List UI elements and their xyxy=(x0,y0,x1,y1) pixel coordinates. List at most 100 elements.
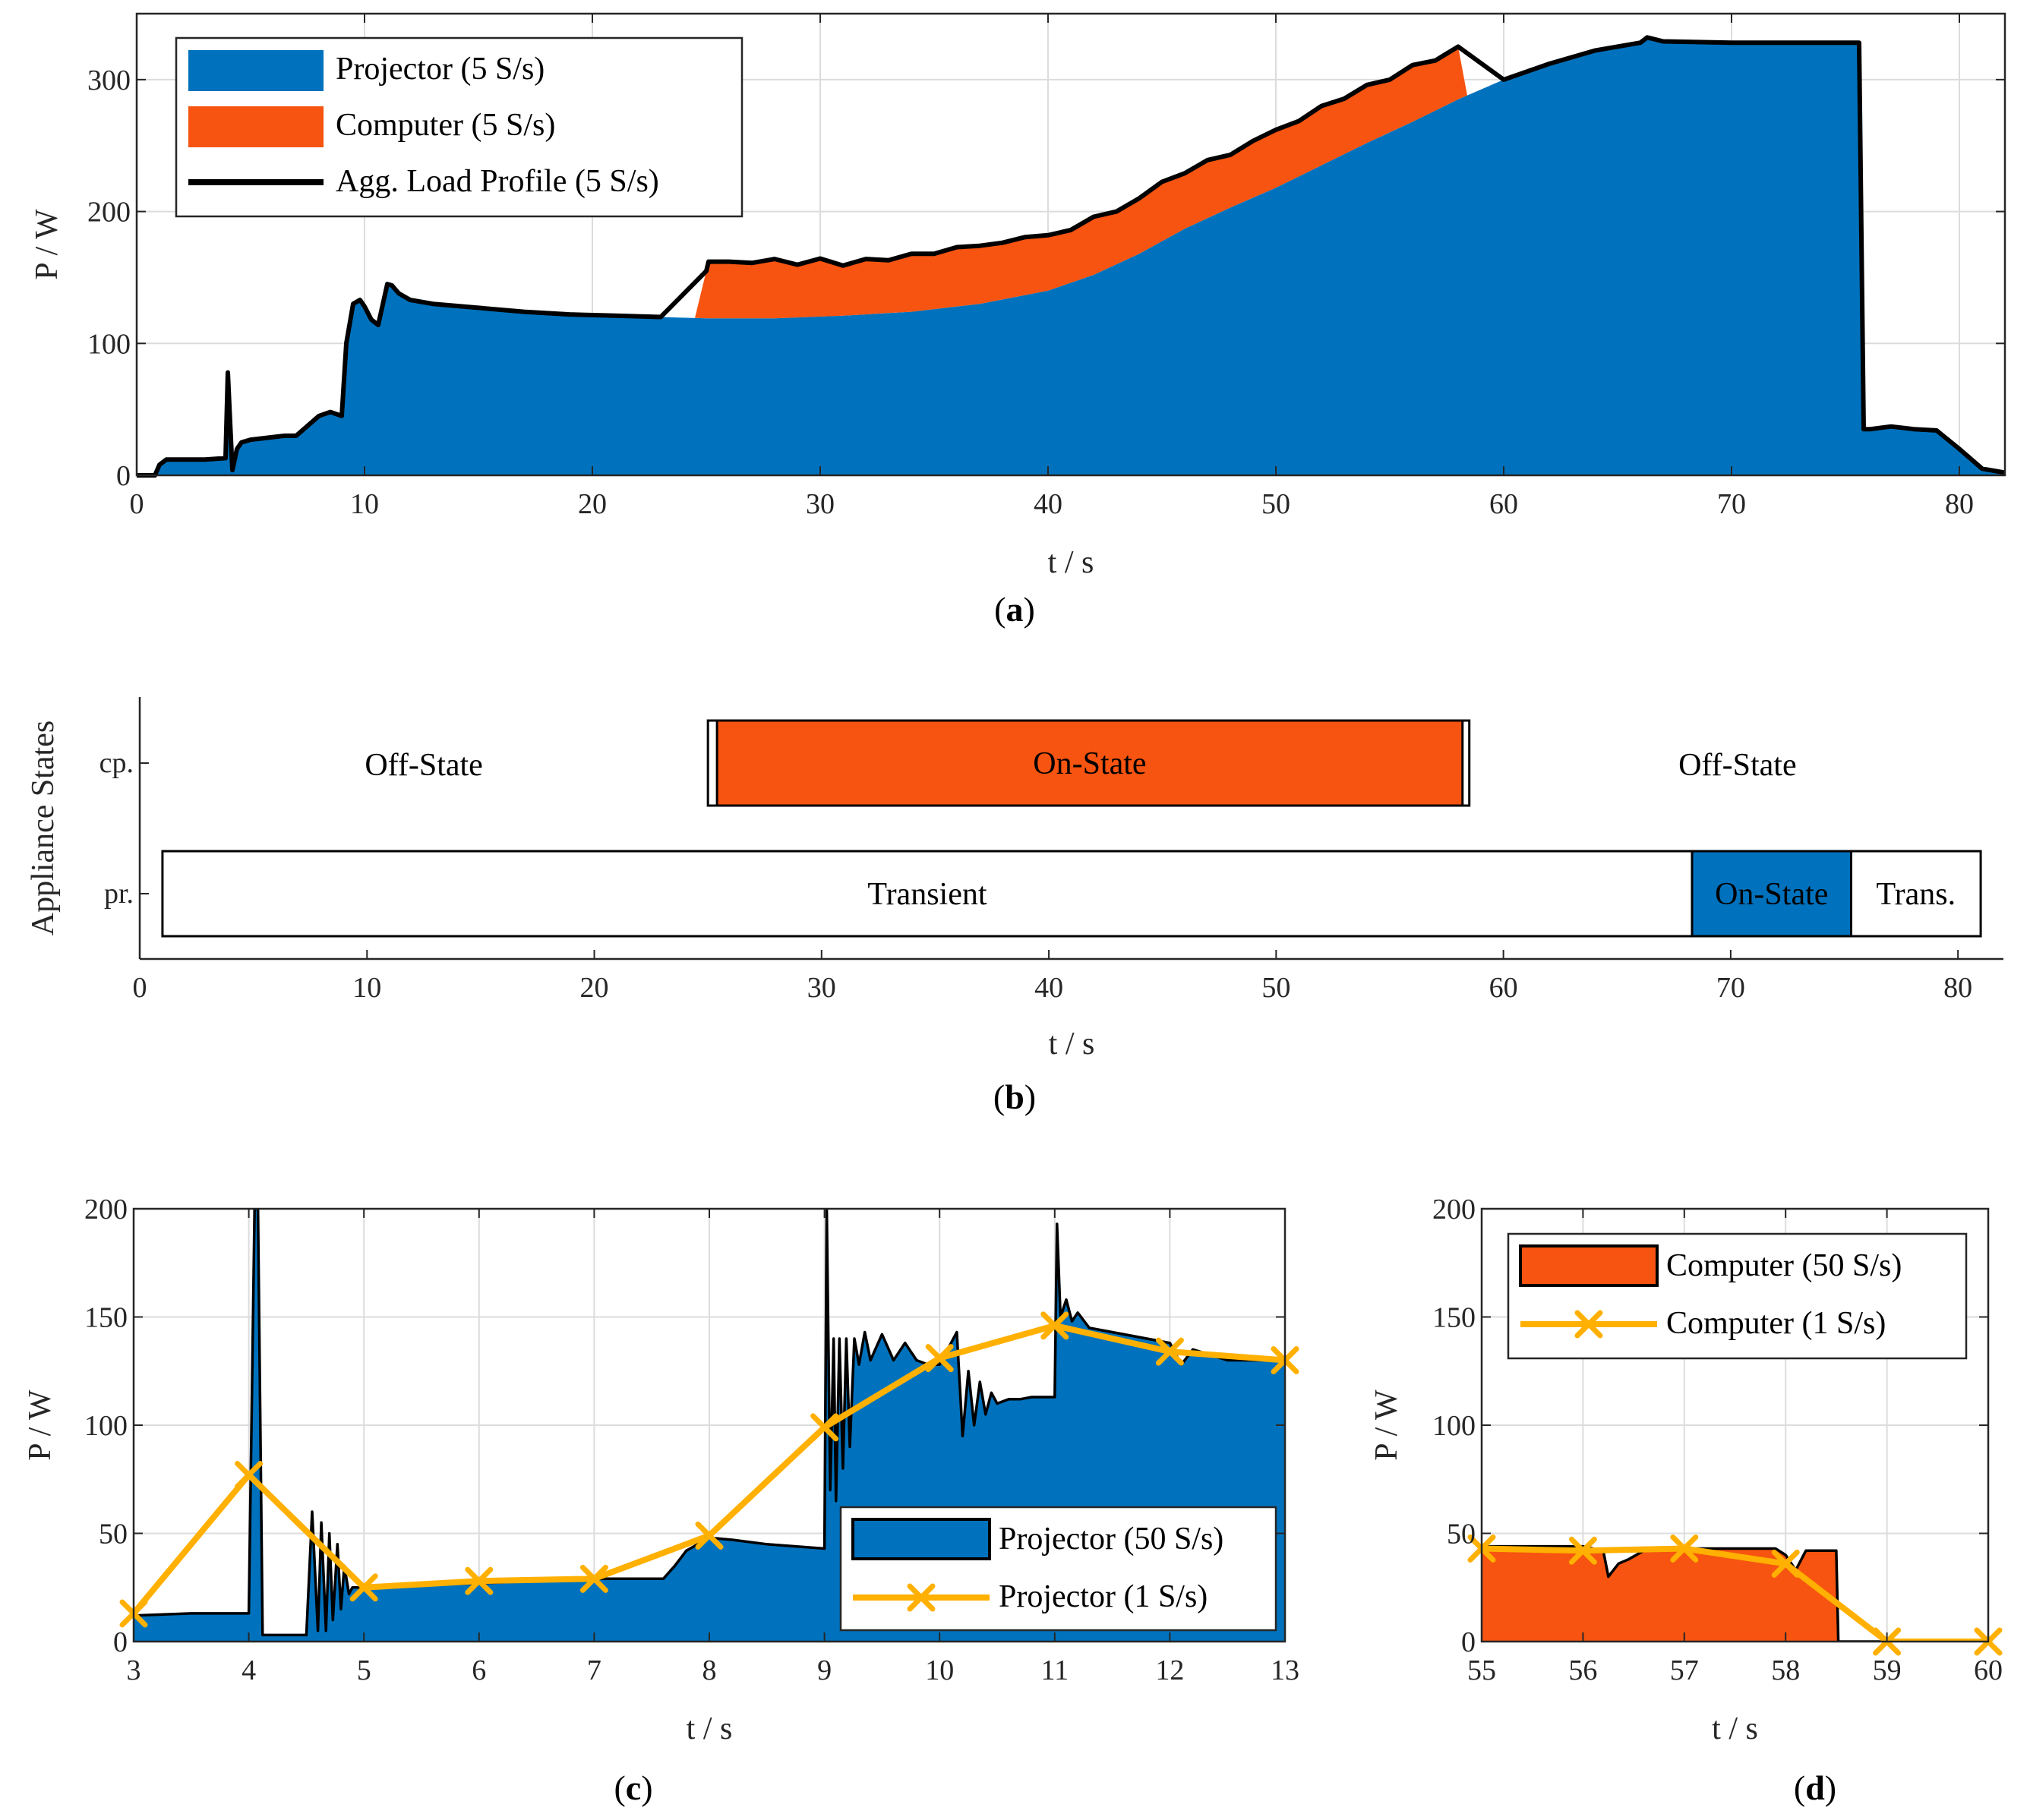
x-tick-label: 6 xyxy=(472,1654,486,1686)
y-axis-label: P / W xyxy=(1369,1389,1404,1461)
y-tick-label: 100 xyxy=(84,1410,128,1442)
y-tick-label: 150 xyxy=(1432,1302,1476,1334)
legend-label: Computer (5 S/s) xyxy=(336,108,555,143)
caption-paren: ( xyxy=(1794,1768,1805,1807)
x-tick-label: 80 xyxy=(1943,972,1972,1004)
caption-letter: c xyxy=(626,1768,641,1807)
legend-label: Projector (50 S/s) xyxy=(999,1522,1223,1557)
data-point xyxy=(1040,1311,1069,1340)
caption-a: (a) xyxy=(994,590,1035,629)
state-annotation: Off-State xyxy=(1678,748,1797,783)
x-tick-label: 0 xyxy=(130,488,144,520)
caption-b: (b) xyxy=(993,1077,1036,1116)
x-axis-label: t / s xyxy=(1049,1027,1095,1061)
y-tick-label: pr. xyxy=(104,878,134,910)
caption-c: (c) xyxy=(614,1768,652,1807)
data-point xyxy=(1771,1549,1800,1578)
legend-swatch-computer xyxy=(188,106,324,147)
data-point xyxy=(235,1461,264,1490)
x-tick-label: 9 xyxy=(817,1654,832,1686)
y-tick-label: 0 xyxy=(116,460,131,492)
legend-label: Computer (1 S/s) xyxy=(1666,1306,1886,1341)
x-tick-label: 55 xyxy=(1467,1654,1496,1686)
x-tick-label: 10 xyxy=(352,972,381,1004)
data-point xyxy=(810,1413,839,1442)
y-tick-label: 0 xyxy=(1461,1626,1476,1658)
caption-paren: ) xyxy=(1024,590,1035,629)
y-tick-label: 200 xyxy=(1432,1194,1476,1225)
caption-paren: ) xyxy=(641,1768,652,1807)
x-tick-label: 40 xyxy=(1034,972,1063,1004)
state-label: Transient xyxy=(867,877,987,912)
legend-a: Projector (5 S/s) Computer (5 S/s) Agg. Lo… xyxy=(175,36,743,218)
x-tick-label: 5 xyxy=(357,1654,371,1686)
x-tick-label: 60 xyxy=(1974,1654,2003,1686)
y-tick-label: cp. xyxy=(99,747,134,779)
x-tick-label: 50 xyxy=(1261,972,1290,1004)
x-tick-label: 40 xyxy=(1034,488,1062,520)
caption-paren: ( xyxy=(994,590,1006,629)
x-tick-label: 11 xyxy=(1041,1654,1069,1686)
x-tick-label: 70 xyxy=(1716,972,1745,1004)
x-tick-label: 20 xyxy=(578,488,607,520)
y-tick-label: 100 xyxy=(87,328,131,360)
projector-50sps-line xyxy=(134,1209,1285,1637)
y-axis-label: P / W xyxy=(30,209,65,280)
x-axis-label: t / s xyxy=(1712,1711,1758,1746)
state-label: On-State xyxy=(1033,746,1146,781)
panel-a: 0 10 20 30 40 50 60 70 80 0 100 200 300 t / s P / W Pro… xyxy=(30,12,2006,580)
caption-paren: ( xyxy=(993,1077,1005,1116)
data-point xyxy=(1155,1337,1184,1366)
x-tick-label: 50 xyxy=(1261,488,1290,520)
caption-letter: d xyxy=(1805,1768,1825,1807)
x-axis-label: t / s xyxy=(687,1711,733,1746)
data-point xyxy=(1574,1310,1603,1339)
y-tick-label: 50 xyxy=(99,1519,128,1550)
x-tick-label: 0 xyxy=(133,972,147,1004)
x-tick-label: 3 xyxy=(127,1654,141,1686)
data-point xyxy=(579,1564,608,1593)
legend-label: Projector (1 S/s) xyxy=(999,1579,1208,1614)
x-tick-label: 10 xyxy=(925,1654,954,1686)
state-bar xyxy=(1849,850,1982,938)
state-label: On-State xyxy=(1715,877,1828,912)
x-tick-label: 57 xyxy=(1670,1654,1699,1686)
x-tick-label: 80 xyxy=(1945,488,1974,520)
x-tick-label: 56 xyxy=(1568,1654,1597,1686)
x-tick-label: 30 xyxy=(807,972,836,1004)
y-tick-label: 300 xyxy=(87,65,131,96)
x-tick-label: 12 xyxy=(1155,1654,1184,1686)
x-tick-label: 4 xyxy=(242,1654,256,1686)
computer-1sps-line xyxy=(1482,1545,1988,1642)
data-point xyxy=(1568,1536,1597,1565)
y-axis-label: Appliance States xyxy=(26,721,61,935)
computer-area xyxy=(695,46,1467,319)
x-axis-label: t / s xyxy=(1048,545,1094,580)
caption-letter: b xyxy=(1005,1077,1024,1116)
data-point xyxy=(907,1583,936,1612)
data-point xyxy=(465,1566,494,1595)
state-annotation: Off-State xyxy=(365,748,483,783)
data-point xyxy=(1670,1534,1699,1563)
y-tick-label: 150 xyxy=(84,1302,128,1334)
legend-d: Computer (50 S/s) Computer (1 S/s) xyxy=(1507,1232,1968,1360)
data-point xyxy=(349,1573,378,1602)
x-tick-label: 59 xyxy=(1873,1654,1902,1686)
x-tick-label: 7 xyxy=(587,1654,601,1686)
y-axis-label: P / W xyxy=(23,1389,58,1461)
caption-letter: a xyxy=(1006,590,1024,629)
y-tick-label: 0 xyxy=(113,1626,128,1658)
x-tick-label: 30 xyxy=(806,488,835,520)
x-tick-label: 60 xyxy=(1489,488,1518,520)
x-tick-label: 60 xyxy=(1489,972,1518,1004)
y-tick-label: 200 xyxy=(84,1194,128,1225)
y-tick-label: 50 xyxy=(1447,1519,1476,1550)
panel-d: 55 56 57 58 59 60 0 50 100 150 200 t / s P / W Comput… xyxy=(1369,1194,2003,1746)
state-bar xyxy=(715,719,1464,807)
legend-swatch-projector xyxy=(188,50,324,91)
legend-label: Computer (50 S/s) xyxy=(1666,1248,1902,1283)
legend-label: Projector (5 S/s) xyxy=(336,52,545,87)
x-tick-label: 10 xyxy=(350,488,379,520)
caption-d: (d) xyxy=(1794,1768,1836,1807)
x-tick-label: 58 xyxy=(1771,1654,1800,1686)
